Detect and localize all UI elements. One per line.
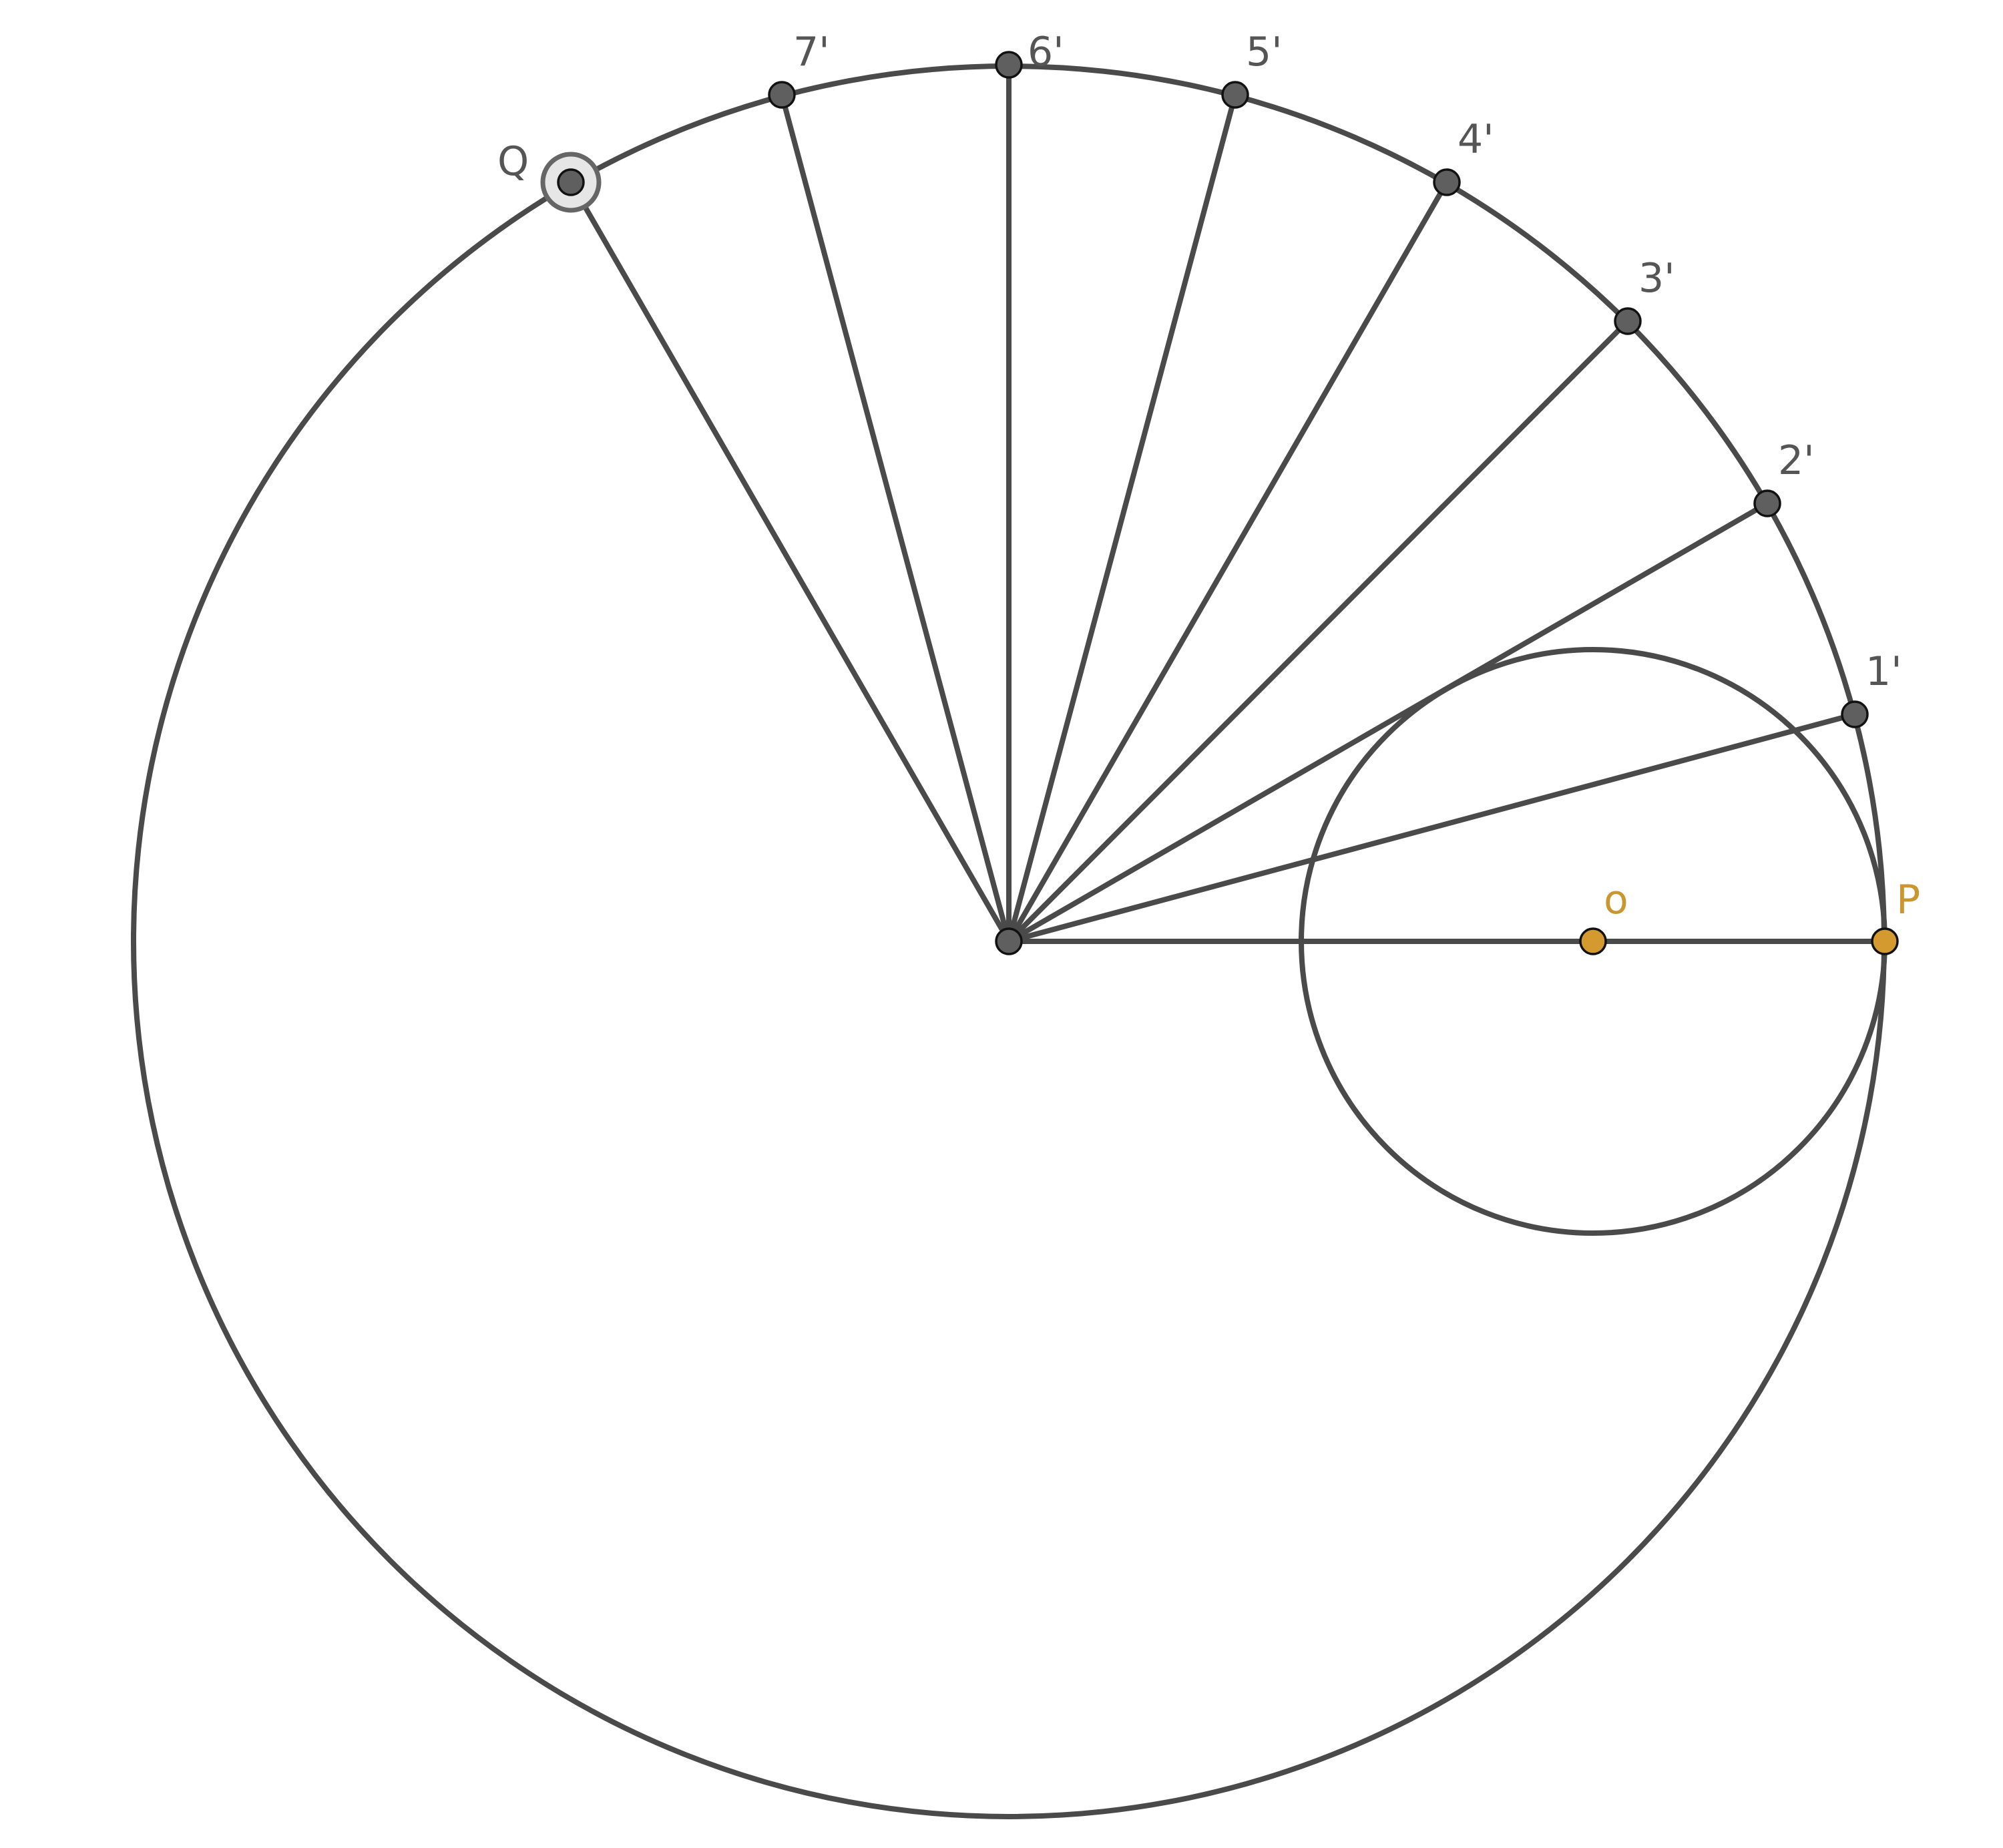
label-6prime: 6' <box>1028 29 1064 75</box>
label-o: o <box>1604 877 1628 923</box>
label-2prime: 2' <box>1778 437 1815 484</box>
label-4prime: 4' <box>1458 116 1494 163</box>
point-center[interactable] <box>995 927 1023 955</box>
point-1prime[interactable] <box>1841 700 1869 728</box>
point-7prime[interactable] <box>768 81 796 109</box>
label-7prime: 7' <box>793 29 830 75</box>
label-Q: Q <box>497 138 529 185</box>
radius-to-Q <box>568 180 1012 944</box>
label-1prime: 1' <box>1865 648 1902 695</box>
point-3prime[interactable] <box>1614 307 1642 335</box>
point-5prime[interactable] <box>1221 81 1249 109</box>
label-5prime: 5' <box>1246 29 1283 75</box>
label-P: P <box>1896 877 1920 923</box>
radius-to-7prime <box>779 92 1012 944</box>
point-6prime[interactable] <box>995 51 1023 79</box>
radius-to-4prime <box>1006 180 1450 944</box>
point-P[interactable] <box>1871 927 1899 955</box>
point-labels: o P 1' 2' 3' 4' 5' 6' 7' Q <box>497 29 1920 923</box>
point-Q[interactable] <box>557 168 585 196</box>
radial-lines <box>568 62 1887 944</box>
point-2prime[interactable] <box>1753 489 1781 517</box>
point-4prime[interactable] <box>1433 168 1461 196</box>
radius-to-2prime <box>1006 501 1770 944</box>
label-3prime: 3' <box>1638 255 1675 302</box>
point-o[interactable] <box>1579 927 1607 955</box>
radius-to-1prime <box>1006 712 1857 944</box>
radius-to-3prime <box>1006 318 1630 944</box>
radius-to-5prime <box>1006 92 1238 944</box>
points[interactable] <box>557 51 1899 955</box>
